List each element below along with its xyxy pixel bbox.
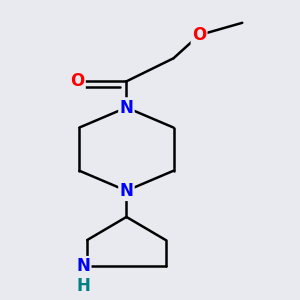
Text: N: N (76, 257, 90, 275)
Text: N: N (119, 182, 134, 200)
Text: H: H (76, 277, 90, 295)
Text: O: O (70, 72, 85, 90)
Text: N: N (119, 98, 134, 116)
Text: O: O (192, 26, 206, 44)
